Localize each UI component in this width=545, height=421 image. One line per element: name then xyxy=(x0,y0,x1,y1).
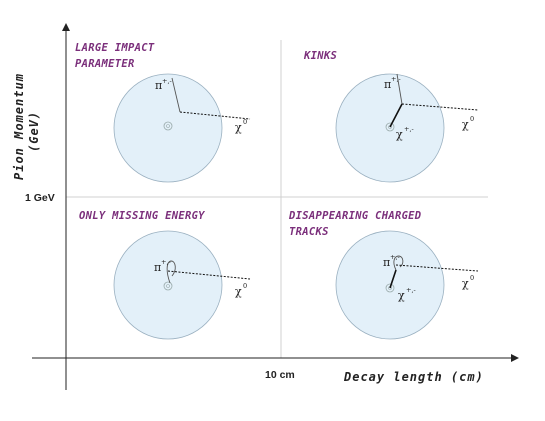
detector-disc xyxy=(335,73,445,183)
quadrant-title-disappearing-line2: TRACKS xyxy=(289,226,329,238)
y-threshold-label: 1 GeV xyxy=(25,192,55,204)
chi-charge: 0 xyxy=(243,118,247,126)
interaction-point xyxy=(385,283,395,293)
interaction-point-core xyxy=(166,124,170,128)
chi-charge: 0 xyxy=(243,282,247,290)
chi-label: χ xyxy=(235,121,242,134)
detector-disappearing xyxy=(335,230,479,340)
y-axis-title-line1: Pion Momentum xyxy=(12,73,26,180)
pion-track xyxy=(171,77,181,113)
pion-charge: +,- xyxy=(161,258,171,266)
y-axis-title-line2: (GeV) xyxy=(27,111,41,152)
detector-disc xyxy=(113,73,223,183)
detector-kinks xyxy=(335,73,479,183)
detector-large-impact xyxy=(113,73,251,183)
pion-charge: +,- xyxy=(162,77,172,85)
chi-label: χ xyxy=(462,277,469,290)
pion-label: π xyxy=(383,256,390,269)
chi-charge: 0 xyxy=(470,274,474,282)
chargino-label: χ xyxy=(398,289,405,302)
interaction-point-core xyxy=(166,284,170,288)
interaction-point xyxy=(385,122,395,132)
pion-track xyxy=(396,73,403,105)
detector-disc xyxy=(335,230,445,340)
pion-label: π xyxy=(155,79,162,92)
interaction-point xyxy=(163,281,173,291)
interaction-point xyxy=(163,121,173,131)
detector-missing-energy xyxy=(113,230,251,340)
chi-label: χ xyxy=(462,118,469,131)
chargino-charge: +,- xyxy=(406,286,416,294)
quadrant-title-large-impact-line2: PARAMETER xyxy=(75,58,135,70)
chargino-track xyxy=(389,269,397,289)
x-threshold-label: 10 cm xyxy=(265,369,295,381)
pion-curl-track xyxy=(393,255,404,271)
neutralino-track xyxy=(401,103,479,111)
pion-charge: +,- xyxy=(390,253,400,261)
pion-charge: +,- xyxy=(391,75,401,83)
chi-charge: 0 xyxy=(470,115,474,123)
x-axis-title: Decay length (cm) xyxy=(343,370,484,384)
quadrant-title-kinks: KINKS xyxy=(303,50,337,62)
chi-label: χ xyxy=(235,285,242,298)
pion-curl-track xyxy=(166,260,176,284)
chargino-track xyxy=(389,103,403,128)
quadrant-title-large-impact-line1: LARGE IMPACT xyxy=(75,42,155,54)
chargino-charge: +,- xyxy=(404,125,414,133)
quadrant-title-missing-energy: ONLY MISSING ENERGY xyxy=(79,210,205,222)
pion-label: π xyxy=(384,78,391,91)
quadrant-title-disappearing-line1: DISAPPEARING CHARGED xyxy=(288,210,421,222)
pion-label: π xyxy=(154,261,161,274)
detector-disc xyxy=(113,230,223,340)
neutralino-track xyxy=(179,111,251,120)
chargino-label: χ xyxy=(396,128,403,141)
